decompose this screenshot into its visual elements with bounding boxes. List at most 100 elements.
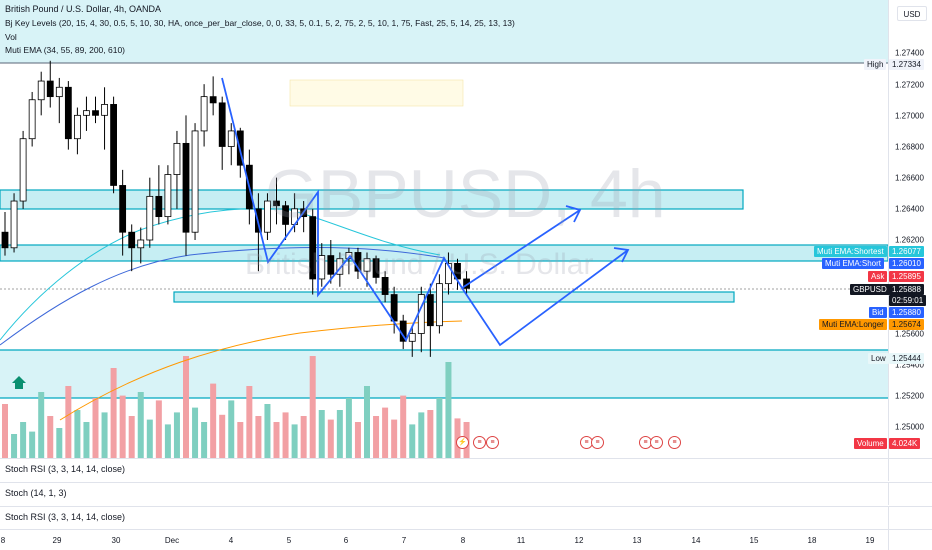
volume-bar (137, 392, 144, 458)
indicator-volume[interactable]: Vol (5, 32, 17, 42)
ask-value: 1.25895 (889, 271, 924, 282)
volume-bar (273, 422, 280, 458)
price-tick: 1.26200 (895, 235, 924, 245)
pane-title[interactable]: Stoch RSI (3, 3, 14, 14, close) (5, 464, 126, 474)
volume-bar (382, 407, 389, 458)
volume-bar (309, 356, 316, 458)
volume-bar (373, 416, 380, 458)
ema-longer-line (59, 320, 463, 421)
stoch-rsi-axis-2[interactable] (888, 506, 932, 529)
us-flag-event-icon[interactable]: ≡ (486, 436, 499, 449)
candle-body (264, 200, 271, 233)
volume-bar (436, 398, 443, 458)
us-flag-event-icon[interactable]: ≡ (591, 436, 604, 449)
volume-bar (173, 412, 180, 458)
ema-longer-value: 1.25674 (889, 319, 924, 330)
candle-body (282, 205, 289, 225)
candle-body (173, 142, 181, 175)
current-price: 1.25888 (889, 284, 924, 295)
stoch-rsi-axis[interactable] (888, 458, 932, 481)
pane-title[interactable]: Stoch RSI (3, 3, 14, 14, close) (5, 512, 126, 522)
price-tick: 1.25600 (895, 329, 924, 339)
time-tick: 8 (460, 536, 466, 545)
time-tick: 14 (691, 536, 701, 545)
indicator-key-levels[interactable]: Bj Key Levels (20, 15, 4, 30, 0.5, 5, 10… (5, 18, 515, 28)
candle-body (336, 258, 344, 275)
candle-body (426, 294, 434, 327)
candle-body (1, 231, 9, 249)
time-tick: 12 (574, 536, 584, 545)
time-tick: 13 (632, 536, 642, 545)
ema-longer-label: Muti EMA:Longer (819, 319, 887, 330)
volume-bar (228, 400, 235, 458)
price-tick: 1.26400 (895, 204, 924, 214)
us-flag-event-icon[interactable]: ≡ (668, 436, 681, 449)
time-tick: 8 (0, 536, 6, 545)
volume-bar (11, 434, 18, 458)
volume-bar (445, 362, 452, 458)
price-tick: 1.27000 (895, 111, 924, 121)
price-tick: 1.26800 (895, 142, 924, 152)
stoch-rsi-pane[interactable]: Stoch RSI (3, 3, 14, 14, close) (0, 458, 888, 481)
price-tick: 1.26600 (895, 173, 924, 183)
volume-bar (110, 368, 117, 458)
stoch-rsi-pane-2[interactable]: Stoch RSI (3, 3, 14, 14, close) (0, 506, 888, 529)
volume-bar (56, 428, 63, 458)
candle-body (309, 216, 317, 280)
candle-body (318, 255, 326, 280)
volume-bar (20, 422, 27, 458)
currency-label[interactable]: USD (897, 6, 927, 21)
time-tick: Dec (164, 536, 180, 545)
volume-bar (327, 419, 334, 458)
price-tick: 1.25200 (895, 391, 924, 401)
volume-bar (155, 400, 162, 458)
volume-bar (264, 404, 271, 458)
ema-short-label: Muti EMA:Short (822, 258, 885, 269)
pane-title[interactable]: Stoch (14, 1, 3) (5, 488, 67, 498)
time-tick: 18 (807, 536, 817, 545)
low-label: Low (868, 353, 889, 364)
projection-arrowhead-2 (613, 247, 630, 263)
time-axis[interactable]: 8 29 30 Dec 4 5 6 7 8 11 12 13 14 15 18 … (0, 529, 888, 550)
time-tick: 4 (228, 536, 234, 545)
candle-body (74, 114, 81, 140)
time-tick: 11 (516, 536, 526, 545)
ema-short-line (0, 247, 446, 346)
volume-bar (210, 383, 217, 458)
volume-bar (119, 395, 126, 458)
candle-body (146, 195, 154, 241)
indicator-multi-ema[interactable]: Muti EMA (34, 55, 89, 200, 610) (5, 45, 126, 55)
low-value: 1.25444 (889, 353, 924, 364)
axis-corner[interactable] (888, 529, 932, 550)
candle-body (435, 283, 443, 327)
economic-event-icon[interactable]: ⚡ (456, 436, 469, 449)
candle-body (28, 99, 36, 140)
bottom-key-zone (0, 350, 888, 398)
price-axis[interactable]: USD 1.27400 1.27200 1.27000 1.26800 1.26… (888, 0, 932, 458)
volume-bar (201, 422, 208, 458)
time-tick: 6 (343, 536, 349, 545)
arrow-up-icon (12, 376, 26, 383)
stoch-axis[interactable] (888, 482, 932, 505)
time-tick: 19 (865, 536, 875, 545)
candle-body (182, 142, 190, 233)
wave-pattern-line (221, 77, 463, 342)
time-tick: 5 (286, 536, 292, 545)
candle-body (200, 96, 208, 132)
bid-label: Bid (869, 307, 887, 318)
candle-body (64, 86, 72, 140)
candle-body (137, 239, 145, 249)
us-flag-event-icon[interactable]: ≡ (473, 436, 486, 449)
stoch-pane[interactable]: Stoch (14, 1, 3) (0, 482, 888, 505)
volume-bar (318, 410, 325, 458)
resistance-zone (0, 189, 744, 210)
chart-title[interactable]: British Pound / U.S. Dollar, 4h, OANDA (5, 4, 162, 14)
arrow-up-stem-icon (15, 383, 23, 389)
projection-arrowhead-1 (565, 205, 582, 223)
us-flag-event-icon[interactable]: ≡ (650, 436, 663, 449)
candlestick-chart-svg[interactable] (0, 0, 889, 458)
volume-bar (29, 431, 36, 458)
volume-bar (427, 410, 434, 458)
price-chart[interactable]: GBPUSD, 4h British Pound / U.S. Dollar B… (0, 0, 889, 458)
volume-bar (237, 422, 244, 458)
